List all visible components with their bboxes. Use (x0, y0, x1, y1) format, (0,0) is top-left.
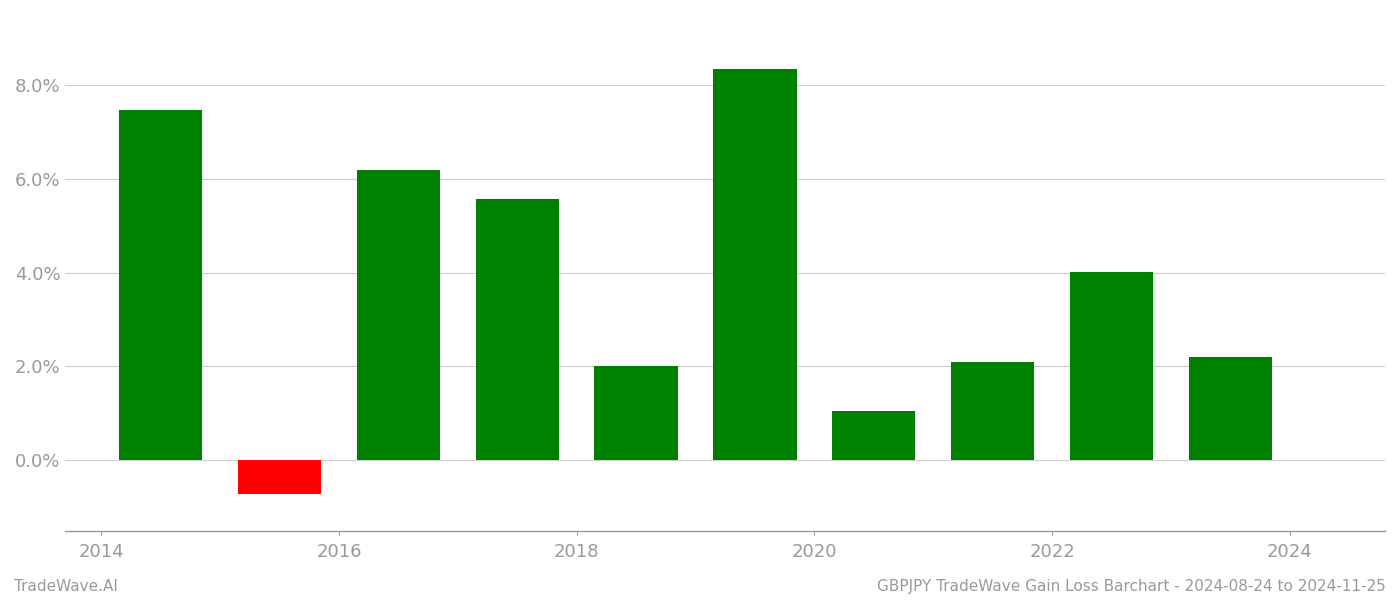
Bar (832, 411, 916, 460)
Bar (476, 199, 559, 460)
Bar (1070, 272, 1154, 460)
Bar (1189, 357, 1273, 460)
Bar (238, 460, 321, 494)
Text: TradeWave.AI: TradeWave.AI (14, 579, 118, 594)
Text: GBPJPY TradeWave Gain Loss Barchart - 2024-08-24 to 2024-11-25: GBPJPY TradeWave Gain Loss Barchart - 20… (878, 579, 1386, 594)
Bar (714, 69, 797, 460)
Bar (357, 170, 440, 460)
Bar (119, 110, 202, 460)
Bar (595, 367, 678, 460)
Bar (951, 362, 1035, 460)
